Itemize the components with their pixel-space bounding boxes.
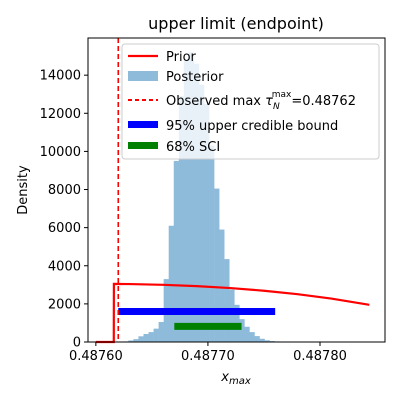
legend-95-bound-label: 95% upper credible bound bbox=[166, 119, 338, 134]
legend-prior-label: Prior bbox=[166, 50, 197, 65]
posterior-bar bbox=[259, 338, 265, 342]
legend-95-bound-swatch bbox=[128, 121, 158, 128]
posterior-bar bbox=[183, 59, 190, 343]
legend-posterior-label: Posterior bbox=[166, 70, 224, 85]
posterior-bar bbox=[239, 319, 245, 342]
posterior-bar bbox=[198, 84, 205, 342]
legend-observed-max-label: Observed max τNmax=0.48762 bbox=[166, 90, 356, 112]
y-axis: 0 2000 4000 6000 8000 10000 12000 14000 bbox=[40, 69, 88, 351]
y-tick-label: 2000 bbox=[48, 297, 81, 312]
posterior-bar bbox=[244, 326, 250, 342]
y-tick-label: 10000 bbox=[40, 145, 81, 160]
posterior-bar bbox=[249, 332, 255, 342]
posterior-bar bbox=[178, 96, 185, 343]
posterior-bar bbox=[219, 229, 225, 342]
y-tick-label: 4000 bbox=[48, 259, 81, 274]
posterior-bar bbox=[128, 340, 134, 342]
posterior-bar bbox=[173, 160, 180, 342]
legend-observed-max-sup: max bbox=[272, 90, 292, 100]
x-tick-label: 0.48780 bbox=[293, 349, 347, 364]
x-tick-label: 0.48760 bbox=[69, 349, 123, 364]
y-tick-label: 12000 bbox=[40, 107, 81, 122]
posterior-bar bbox=[188, 52, 195, 342]
posterior-bar bbox=[214, 188, 220, 342]
legend-posterior-swatch bbox=[128, 71, 158, 81]
posterior-bar bbox=[224, 259, 230, 342]
chart-title: upper limit (endpoint) bbox=[148, 14, 324, 33]
posterior-bar bbox=[133, 339, 139, 342]
posterior-bar bbox=[254, 336, 260, 342]
x-axis-label: xmax bbox=[220, 370, 251, 387]
legend-box bbox=[121, 43, 380, 160]
posterior-bar bbox=[168, 225, 175, 342]
legend-observed-max-prefix: Observed max bbox=[166, 94, 265, 109]
x-tick-label: 0.48770 bbox=[181, 349, 235, 364]
x-axis-label-sub: max bbox=[229, 376, 251, 387]
legend-68-sci-swatch bbox=[128, 142, 158, 149]
posterior-bar bbox=[209, 145, 215, 342]
posterior-bar bbox=[148, 332, 154, 342]
plot-area bbox=[95, 38, 370, 344]
posterior-bar bbox=[143, 333, 149, 342]
posterior-bar bbox=[138, 336, 144, 342]
posterior-bar bbox=[193, 63, 200, 342]
legend-observed-max-suffix: =0.48762 bbox=[291, 94, 356, 109]
posterior-bar bbox=[153, 328, 159, 342]
legend-observed-max-sub: N bbox=[273, 102, 280, 112]
legend-68-sci-label: 68% SCI bbox=[166, 140, 220, 155]
legend: Prior Posterior Observed max τNmax=0.487… bbox=[121, 43, 380, 160]
y-tick-label: 14000 bbox=[40, 69, 81, 84]
x-axis-label-main: x bbox=[220, 370, 229, 385]
sci-68-bar bbox=[174, 322, 242, 330]
x-axis: 0.48760 0.48770 0.48780 bbox=[69, 342, 347, 364]
y-tick-label: 6000 bbox=[48, 221, 81, 236]
legend-observed-max-symbol: τ bbox=[265, 94, 273, 109]
y-tick-label: 8000 bbox=[48, 183, 81, 198]
upper-credible-bound-bar bbox=[118, 308, 276, 316]
posterior-bar bbox=[264, 340, 270, 342]
prior-line bbox=[95, 282, 370, 344]
posterior-bar bbox=[203, 103, 210, 342]
posterior-bar bbox=[158, 321, 164, 342]
y-axis-label: Density bbox=[16, 165, 31, 215]
y-tick-label: 0 bbox=[73, 336, 81, 351]
posterior-bar bbox=[229, 289, 235, 342]
